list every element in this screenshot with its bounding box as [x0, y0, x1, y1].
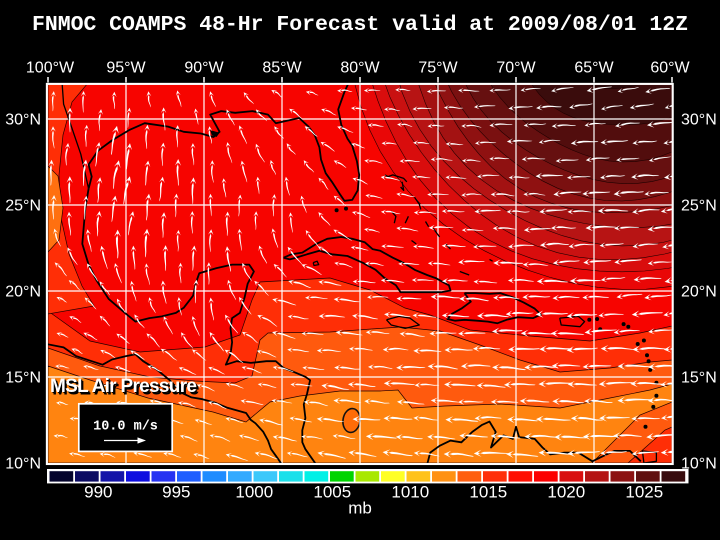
- svg-text:MSL Air Pressure: MSL Air Pressure: [51, 377, 198, 398]
- svg-text:1025: 1025: [625, 483, 663, 502]
- svg-text:30°N: 30°N: [5, 112, 41, 129]
- svg-text:90°W: 90°W: [184, 60, 224, 77]
- svg-text:60°W: 60°W: [650, 60, 690, 77]
- svg-text:15°N: 15°N: [5, 370, 41, 387]
- svg-text:80°W: 80°W: [340, 60, 380, 77]
- svg-text:65°W: 65°W: [574, 60, 614, 77]
- svg-text:1000: 1000: [235, 483, 273, 502]
- svg-text:1005: 1005: [313, 483, 351, 502]
- svg-text:10°N: 10°N: [681, 456, 717, 473]
- svg-text:10.0 m/s: 10.0 m/s: [93, 420, 158, 435]
- svg-text:MSL Air Pressure: MSL Air Pressure: [52, 378, 199, 399]
- svg-text:1020: 1020: [547, 483, 585, 502]
- svg-text:30°N: 30°N: [681, 112, 717, 129]
- svg-text:25°N: 25°N: [681, 198, 717, 215]
- svg-text:15°N: 15°N: [681, 370, 717, 387]
- svg-text:20°N: 20°N: [5, 284, 41, 301]
- svg-text:95°W: 95°W: [106, 60, 146, 77]
- svg-text:FNMOC COAMPS 48-Hr Forecast va: FNMOC COAMPS 48-Hr Forecast valid at 200…: [32, 13, 688, 37]
- svg-text:25°N: 25°N: [5, 198, 41, 215]
- svg-text:1015: 1015: [469, 483, 507, 502]
- svg-text:20°N: 20°N: [681, 284, 717, 301]
- svg-text:MSL Air Pressure: MSL Air Pressure: [50, 376, 197, 397]
- svg-text:100°W: 100°W: [26, 60, 75, 77]
- svg-text:1010: 1010: [391, 483, 429, 502]
- svg-text:mb: mb: [348, 499, 372, 518]
- svg-text:70°W: 70°W: [496, 60, 536, 77]
- svg-text:10°N: 10°N: [5, 456, 41, 473]
- svg-text:990: 990: [84, 483, 112, 502]
- svg-text:85°W: 85°W: [262, 60, 302, 77]
- svg-text:75°W: 75°W: [418, 60, 458, 77]
- svg-text:995: 995: [162, 483, 190, 502]
